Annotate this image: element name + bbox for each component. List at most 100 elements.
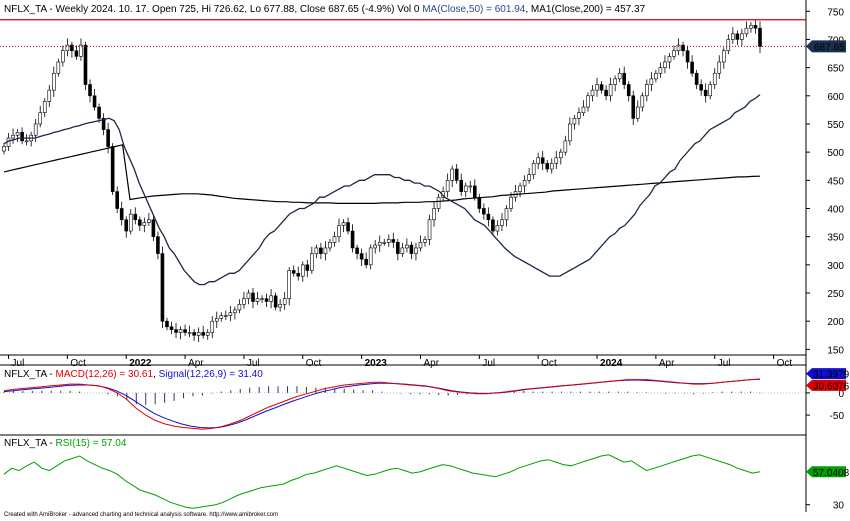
candle: [169, 321, 174, 335]
candle: [70, 41, 74, 58]
candle: [414, 242, 418, 261]
candle: [56, 58, 61, 77]
candle: [355, 244, 359, 260]
price-y-axis: 150200250300350400450500550600650700750: [805, 0, 844, 512]
price-x-tick-label: 2023: [365, 358, 388, 369]
candle: [142, 217, 147, 233]
candle: [178, 326, 183, 340]
candle: [463, 182, 468, 198]
candle: [79, 38, 83, 61]
candle: [228, 305, 233, 322]
candle: [617, 68, 622, 83]
candle: [405, 238, 409, 253]
candle: [518, 182, 522, 198]
candle: [563, 135, 568, 156]
candle: [264, 293, 269, 308]
candle: [590, 85, 595, 102]
candle: [604, 85, 608, 101]
price-pane: Jul Oct 2022 Apr Jul Oct 2023 Apr Jul Oct 2024 Apr J…: [0, 4, 806, 369]
price-x-tick-label: Oct: [777, 358, 793, 369]
candle: [721, 47, 726, 69]
candle: [577, 107, 581, 126]
price-y-tick-label: 500: [827, 148, 844, 159]
candle: [237, 299, 242, 314]
candle: [341, 219, 346, 233]
signal-value-marker: 31.3979: [806, 368, 850, 381]
candle: [328, 238, 332, 252]
candle: [477, 193, 482, 213]
macd-header: NFLX_TA - MACD(12,26) = 30.61, Signal(12…: [4, 369, 263, 380]
candle: [645, 79, 649, 102]
candle: [296, 266, 301, 281]
candle: [658, 62, 663, 78]
candle: [654, 69, 658, 83]
macd-value-label: 30.6076: [813, 381, 850, 392]
candle: [42, 98, 47, 118]
candle: [486, 207, 491, 227]
candle: [260, 295, 264, 304]
candle: [205, 329, 210, 340]
price-y-tick-label: 200: [827, 317, 844, 328]
candle: [377, 235, 382, 252]
candle: [500, 213, 504, 232]
candle: [65, 38, 70, 57]
candle: [522, 175, 527, 193]
candle: [138, 216, 142, 232]
footer-credit: Created with AmiBroker - advanced charti…: [4, 512, 279, 518]
candle: [15, 129, 20, 142]
candle: [174, 322, 178, 339]
rsi-pane: NFLX_TA - RSI(15) = 57.04 30 57.0408: [0, 434, 850, 512]
candle: [581, 100, 586, 117]
candle: [196, 327, 201, 343]
macd-y-tick-label: 0: [838, 389, 844, 400]
candle: [726, 34, 731, 55]
candle: [400, 242, 405, 257]
candle: [38, 105, 43, 128]
price-y-tick-label: 750: [827, 7, 844, 18]
price-x-tick-label: Jul: [718, 358, 731, 369]
candle: [74, 45, 79, 60]
candle: [703, 83, 708, 103]
candle: [731, 27, 735, 44]
price-x-tick-label: 2024: [600, 358, 623, 369]
candle: [690, 55, 694, 77]
candle: [287, 267, 291, 306]
candle: [233, 306, 237, 320]
candle: [482, 203, 486, 220]
candle: [740, 28, 744, 47]
candle: [61, 45, 65, 67]
price-x-tick-label: Jul: [482, 358, 495, 369]
candle: [359, 248, 364, 266]
candle: [386, 234, 391, 247]
rsi-header: NFLX_TA - RSI(15) = 57.04: [4, 438, 127, 449]
candle: [151, 216, 156, 242]
candle: [273, 292, 278, 311]
candle: [545, 160, 550, 173]
candle: [559, 148, 563, 165]
candle: [758, 21, 762, 54]
candle: [242, 291, 246, 309]
macd-line: [3, 378, 761, 430]
price-y-tick-label: 600: [827, 92, 844, 103]
candle: [183, 324, 187, 336]
price-x-tick-label: Jul: [247, 358, 260, 369]
candle: [300, 261, 305, 282]
ma50-line: [3, 94, 761, 286]
price-x-tick-labels: Jul Oct 2022 Apr Jul Oct 2023 Apr Jul Oct 2024 Apr J…: [8, 355, 793, 369]
candle: [536, 152, 540, 170]
candle: [681, 41, 685, 57]
candle: [699, 79, 703, 96]
candle: [282, 291, 287, 310]
candle: [504, 205, 509, 227]
candle: [2, 143, 6, 155]
candle: [156, 231, 160, 260]
candle: [187, 325, 192, 337]
candle: [649, 72, 654, 92]
candle: [110, 143, 115, 195]
candle: [613, 75, 617, 92]
price-y-tick-label: 250: [827, 289, 844, 300]
rsi-value-marker: 57.0408: [806, 466, 850, 479]
candle: [450, 165, 454, 188]
candle: [445, 173, 450, 198]
